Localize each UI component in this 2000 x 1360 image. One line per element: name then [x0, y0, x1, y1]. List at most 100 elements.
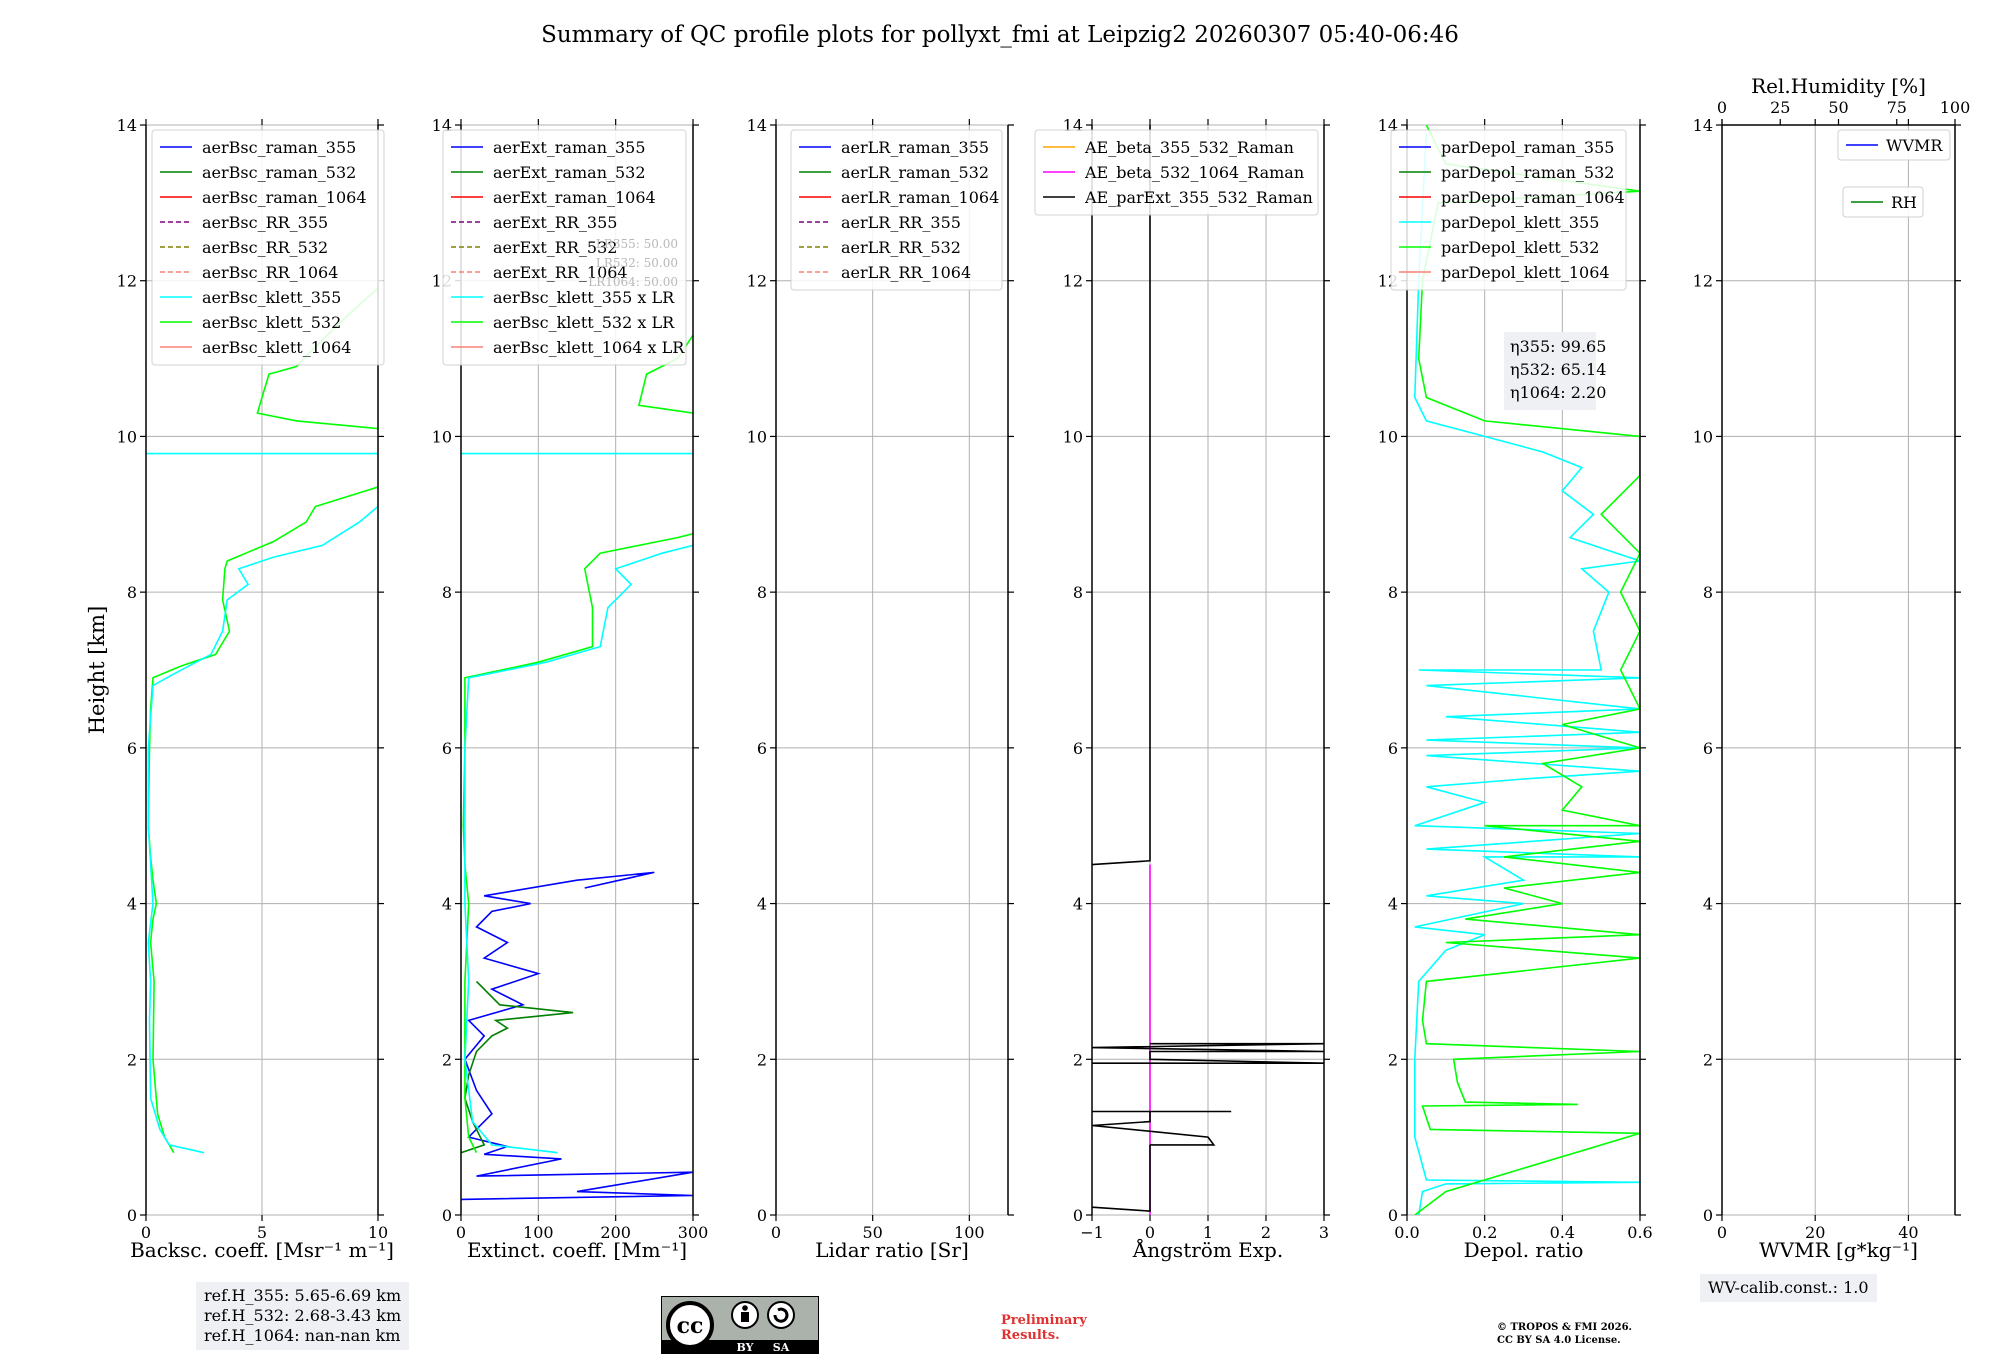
preliminary-results-note: Preliminary Results.: [1001, 1313, 1087, 1343]
x-axis-label: Depol. ratio: [1464, 1238, 1584, 1262]
eta-note: η355: 99.65: [1510, 337, 1606, 356]
y-tick-label: 8: [442, 583, 452, 602]
x-axis-label: Lidar ratio [Sr]: [815, 1238, 969, 1262]
wv-calib-label: WV-calib.const.: 1.0: [1708, 1278, 1869, 1297]
x-tick-label: 5: [257, 1223, 267, 1242]
y-tick-label: 0: [1388, 1206, 1398, 1225]
eta-note: η1064: 2.20: [1510, 383, 1606, 402]
series-line-AE_parExt_355_532_Raman d: [1092, 125, 1151, 866]
legend-label: aerBsc_raman_532: [202, 163, 356, 182]
x2-tick-label: 50: [1828, 98, 1848, 117]
series-line-aerExt_raman_532: [461, 980, 574, 1154]
legend-box: [1034, 129, 1319, 216]
y-tick-label: 8: [127, 583, 137, 602]
x2-axis-label: Rel.Humidity [%]: [1751, 74, 1926, 98]
y-tick-label: 6: [757, 739, 767, 758]
series-group: [146, 287, 378, 1154]
x2-tick-label: 75: [1887, 98, 1907, 117]
legend-label: aerExt_RR_355: [493, 213, 617, 232]
y-tick-label: 8: [1388, 583, 1398, 602]
reference-height-box: ref.H_355: 5.65-6.69 km ref.H_532: 2.68-…: [196, 1282, 410, 1350]
legend-box: [442, 129, 687, 366]
legend-label: aerBsc_klett_532: [202, 313, 341, 332]
y-tick-label: 12: [117, 272, 137, 291]
lidar-ratio-note: LR355: 50.00: [596, 237, 678, 251]
x-axis-label: Backsc. coeff. [Msr⁻¹ m⁻¹]: [130, 1238, 394, 1262]
series-group: [461, 334, 693, 1201]
x2-tick-label: 0: [1717, 98, 1727, 117]
x-tick-label: 10: [368, 1223, 388, 1242]
x-tick-label: 300: [678, 1223, 709, 1242]
legend-label: parDepol_klett_532: [1441, 238, 1599, 257]
legend-box: [1390, 129, 1627, 291]
lidar-ratio-note: LR1064: 50.00: [588, 275, 678, 289]
series-line-AE_parExt_355_532_Raman: [1092, 1144, 1151, 1212]
y-tick-label: 4: [127, 895, 137, 914]
x-axis-label: Extinct. coeff. [Mm⁻¹]: [467, 1238, 687, 1262]
sa-sharealike-icon: [767, 1301, 795, 1329]
y-axis-label: Height [km]: [85, 606, 109, 735]
y-tick-label: 8: [1703, 583, 1713, 602]
ref-height-1064: ref.H_1064: nan-nan km: [204, 1326, 401, 1345]
legend-box: [790, 129, 1003, 291]
legend-label: aerBsc_klett_1064 x LR: [493, 338, 685, 357]
series-line-aerBsc_klett_355 x LR: [464, 544, 693, 1154]
y-tick-label: 0: [1073, 1206, 1083, 1225]
cc-text: cc: [677, 1313, 704, 1339]
y-tick-label: 0: [757, 1206, 767, 1225]
legend-box: [1837, 129, 1951, 161]
preliminary-line-2: Results.: [1001, 1328, 1060, 1343]
legend-label: aerBsc_RR_355: [202, 213, 328, 232]
y-tick-label: 2: [127, 1050, 137, 1069]
y-tick-label: 10: [1378, 427, 1398, 446]
series-line-aerExt_raman_355: [461, 871, 693, 1201]
y-tick-label: 10: [1693, 427, 1713, 446]
series-line-aerBsc_klett_355: [147, 505, 378, 1154]
x-tick-label: 0: [141, 1223, 151, 1242]
copyright-line-1: © TROPOS & FMI 2026.: [1497, 1322, 1633, 1333]
legend-label: parDepol_klett_1064: [1441, 263, 1610, 282]
legend-label: aerLR_raman_1064: [841, 188, 999, 207]
x-tick-label: 0.0: [1394, 1223, 1419, 1242]
legend-label: aerBsc_klett_355: [202, 288, 341, 307]
x-tick-label: 0.2: [1472, 1223, 1497, 1242]
y-tick-label: 2: [1073, 1050, 1083, 1069]
y-tick-label: 12: [1063, 272, 1083, 291]
legend-label: aerBsc_raman_1064: [202, 188, 367, 207]
legend-label: WVMR: [1886, 136, 1943, 155]
y-tick-label: 6: [1073, 739, 1083, 758]
y-tick-label: 4: [1073, 895, 1083, 914]
y-tick-label: 6: [127, 739, 137, 758]
legend-label: AE_beta_532_1064_Raman: [1084, 163, 1304, 182]
legend-label: aerBsc_raman_355: [202, 138, 356, 157]
legend-label: aerExt_raman_355: [493, 138, 646, 157]
series-line-aerBsc_klett_532 x LR: [462, 533, 693, 1154]
cc-license-badge: cc BY SA: [660, 1295, 820, 1358]
x2-tick-label: 25: [1770, 98, 1790, 117]
legend-label: aerExt_RR_532: [493, 238, 617, 257]
y-tick-label: 10: [1063, 427, 1083, 446]
x-axis-label: WVMR [g*kg⁻¹]: [1759, 1238, 1918, 1262]
y-tick-label: 12: [747, 272, 767, 291]
x-tick-label: 0: [771, 1223, 781, 1242]
eta-note: η532: 65.14: [1510, 360, 1606, 379]
legend-label: parDepol_raman_355: [1441, 138, 1614, 157]
y-tick-label: 2: [1388, 1050, 1398, 1069]
y-tick-label: 12: [1693, 272, 1713, 291]
y-tick-label: 10: [747, 427, 767, 446]
legend-label: aerLR_RR_1064: [841, 263, 971, 282]
series-line-AE_parExt_355_532_Raman b: [1092, 1110, 1232, 1146]
y-tick-label: 6: [442, 739, 452, 758]
series-line-AE_parExt_355_532_Raman c: [1092, 1042, 1324, 1064]
x-tick-label: 3: [1319, 1223, 1329, 1242]
y-tick-label: 0: [1703, 1206, 1713, 1225]
x-tick-label: 0: [1717, 1223, 1727, 1242]
legend-label: aerBsc_klett_355 x LR: [493, 288, 675, 307]
by-text: BY: [737, 1341, 754, 1354]
y-tick-label: 4: [1703, 895, 1713, 914]
lidar-ratio-note: LR532: 50.00: [596, 256, 678, 270]
ref-height-355: ref.H_355: 5.65-6.69 km: [204, 1286, 402, 1305]
